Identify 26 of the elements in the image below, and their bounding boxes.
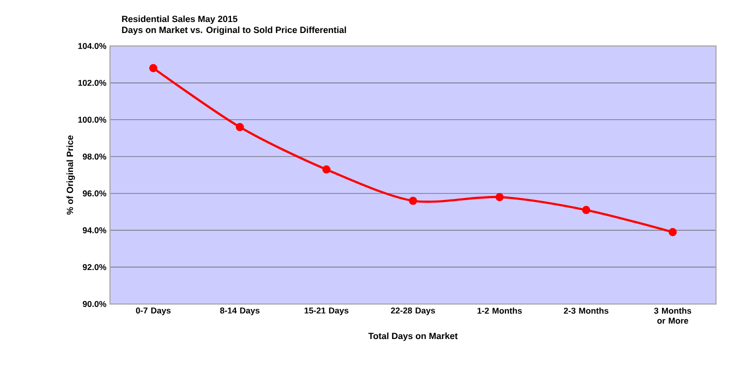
point xyxy=(582,206,590,214)
x-tick-label: 22-28 Days xyxy=(390,308,436,316)
y-tick-label: 96.0% xyxy=(82,190,106,196)
point xyxy=(495,193,504,202)
y-tick-label: 104.0% xyxy=(78,43,106,49)
point xyxy=(668,228,677,236)
point xyxy=(236,123,244,132)
y-tick-label: 94.0% xyxy=(82,227,106,234)
x-tick-label: 15-21 Days xyxy=(304,308,348,316)
x-tick-label: 1-2 Months xyxy=(478,308,522,314)
chart-title: Residential Sales May 2015 xyxy=(122,16,238,24)
y-tick-label: 98.0% xyxy=(82,154,106,160)
chart-subtitle: Days on Market vs. Original to Sold Price Differential xyxy=(122,26,346,35)
y-tick-label: 102.0% xyxy=(78,80,106,86)
y-tick-label: 90.0% xyxy=(82,301,106,307)
point xyxy=(149,64,158,72)
x-axis-title: Total Days on Market xyxy=(368,332,458,341)
y-tick-label: 92.0% xyxy=(82,264,106,270)
x-tick-label: 0-7 Days xyxy=(136,308,171,316)
x-tick-label: 3 Months or More xyxy=(654,308,692,324)
y-axis-title: % of Original Price xyxy=(66,135,75,215)
x-tick-label: 2-3 Months xyxy=(564,308,608,314)
x-tick-label: 8-14 Days xyxy=(220,308,260,316)
point xyxy=(408,196,418,205)
y-tick-label: 100.0% xyxy=(78,116,106,123)
point xyxy=(322,165,331,174)
